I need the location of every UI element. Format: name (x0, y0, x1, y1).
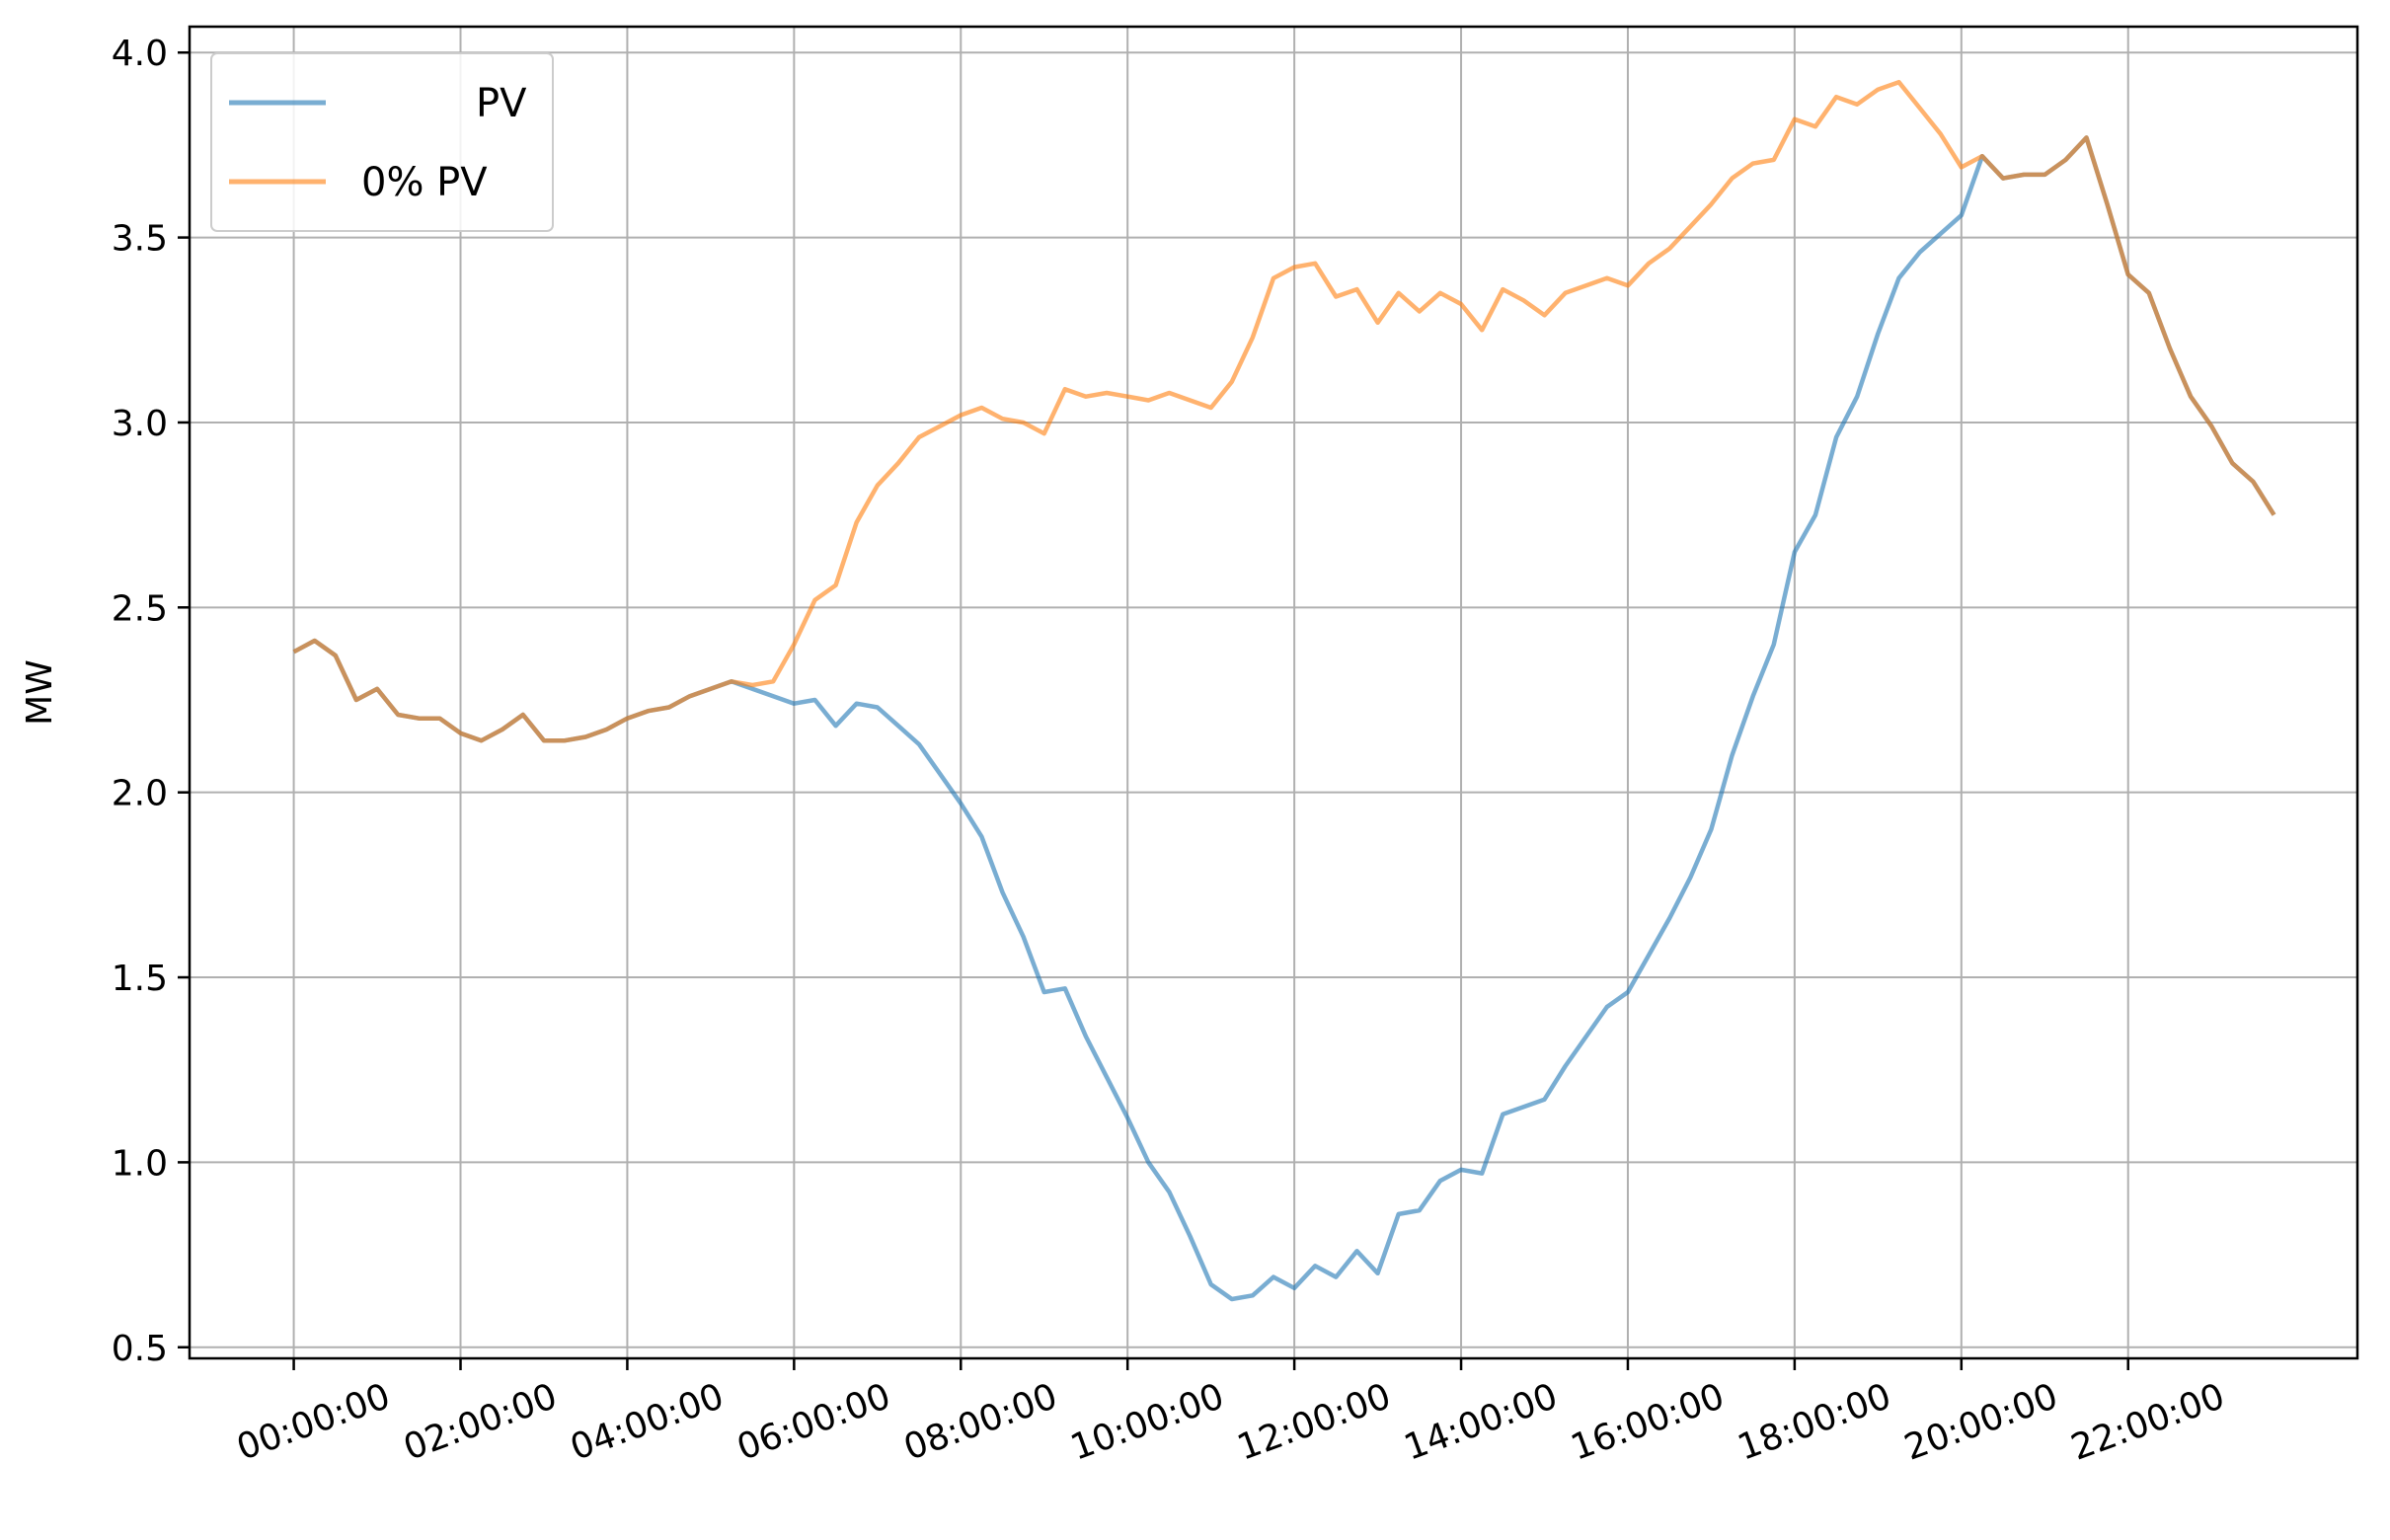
y-tick-label: 2.0 (112, 774, 168, 814)
y-tick-label: 3.5 (112, 219, 168, 260)
y-tick-label: 4.0 (112, 34, 168, 74)
plot-frame (188, 25, 2359, 1360)
y-tick-label: 1.5 (112, 959, 168, 999)
y-tick-label: 0.5 (112, 1329, 168, 1369)
y-axis-label: MW (20, 659, 60, 726)
y-tick-label: 3.0 (112, 404, 168, 444)
y-tick-label: 2.5 (112, 588, 168, 629)
legend-box (210, 52, 554, 232)
y-tick-label: 1.0 (112, 1143, 168, 1184)
legend: PV 0% PV (210, 52, 554, 232)
y-axis: 0.5 1.0 1.5 2.0 2.5 3.0 3.5 4.0 (112, 34, 190, 1369)
series-layer (292, 79, 2276, 1302)
series-line-0pct-pv (292, 79, 2276, 743)
legend-label-pv: PV (476, 81, 527, 126)
legend-label-0pct-pv: 0% PV (361, 160, 488, 205)
grid-lines (190, 27, 2357, 1358)
